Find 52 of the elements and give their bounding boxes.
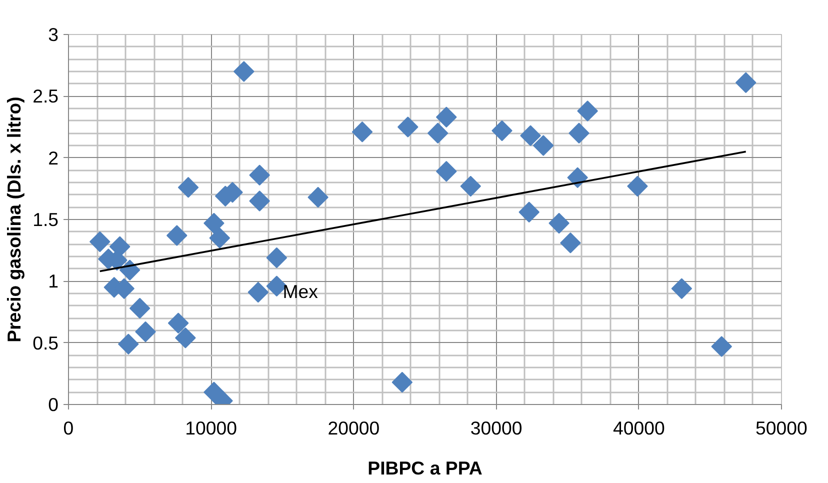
point — [532, 135, 554, 156]
point — [308, 186, 328, 208]
x-tick-label: 0 — [63, 418, 74, 438]
point — [352, 122, 373, 142]
y-tick-label: 2.5 — [32, 86, 59, 107]
y-tick-label: 2 — [48, 147, 59, 168]
point — [266, 247, 288, 268]
y-tick-label: 1 — [48, 270, 59, 292]
point — [427, 122, 448, 144]
point — [135, 321, 156, 342]
point — [118, 334, 139, 354]
point — [577, 100, 598, 122]
point — [234, 61, 254, 82]
point — [671, 278, 692, 299]
point — [567, 167, 588, 188]
point — [89, 231, 110, 252]
x-tick-label: 20000 — [328, 418, 380, 438]
x-axis-title: PIBPC a PPA — [368, 458, 482, 478]
point — [209, 228, 230, 248]
point — [735, 72, 756, 93]
x-tick-label: 30000 — [470, 418, 522, 438]
point — [436, 106, 457, 128]
point — [518, 202, 540, 222]
x-tick-label: 10000 — [185, 418, 238, 438]
point — [520, 125, 541, 146]
point — [568, 122, 590, 144]
point — [175, 328, 196, 348]
point — [129, 298, 150, 319]
point — [436, 161, 457, 182]
point — [560, 232, 581, 254]
point — [711, 336, 732, 357]
y-tick-label: 1.5 — [32, 209, 59, 230]
point — [548, 212, 570, 234]
point — [204, 212, 224, 234]
y-tick-label: 3 — [48, 24, 59, 45]
x-tick-label: 40000 — [612, 418, 665, 438]
point — [492, 120, 512, 142]
y-axis-title: Precio gasolina (Dls. x litro) — [4, 96, 25, 342]
point — [460, 176, 482, 197]
y-tick-label: 0.5 — [32, 332, 59, 354]
y-tick-label: 0 — [48, 394, 59, 415]
point — [627, 176, 648, 197]
annotation: Mex — [282, 281, 319, 302]
point — [168, 312, 189, 334]
point — [397, 116, 418, 138]
point — [249, 190, 270, 212]
point — [249, 164, 270, 186]
point — [248, 282, 269, 303]
point — [392, 372, 413, 393]
x-tick-label: 50000 — [756, 418, 808, 438]
point — [178, 177, 199, 198]
point — [166, 225, 188, 246]
